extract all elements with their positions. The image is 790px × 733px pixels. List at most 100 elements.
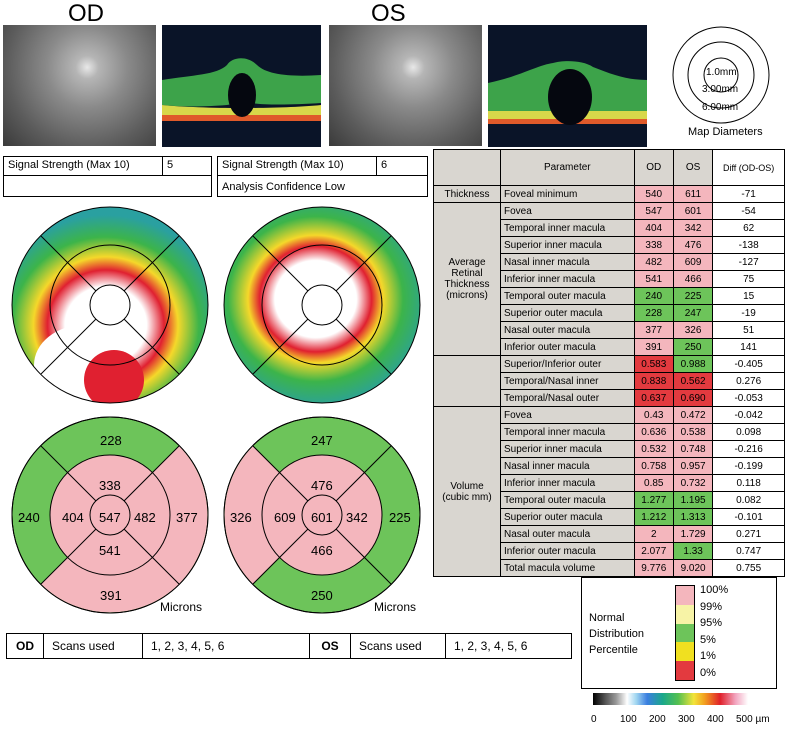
od-eye-label: OD [68,0,104,27]
od-outer-right: 377 [176,510,198,525]
od-inner-top: 338 [99,478,121,493]
row-parameter: Nasal inner macula [500,457,635,475]
row-od-value: 0.583 [633,355,674,373]
scans-od-list: 1, 2, 3, 4, 5, 6 [143,634,310,658]
row-diff-value: 0.118 [712,474,785,492]
row-os-value: 0.732 [672,474,714,492]
legend-line-2: Distribution [589,628,645,640]
row-od-value: 0.43 [633,406,674,424]
row-parameter: Inferior inner macula [500,474,635,492]
row-parameter: Temporal/Nasal inner [500,372,635,390]
row-diff-value: 75 [712,270,785,288]
row-os-value: 1.729 [672,525,714,543]
os-outer-right: 225 [389,510,411,525]
group-ratios [433,355,501,407]
ring-3mm-label: 3.00mm [702,84,739,95]
map-diameters-diagram [672,26,770,124]
legend-swatch [676,586,694,605]
od-signal-value: 5 [162,156,212,176]
os-microns-label: Microns [374,600,417,614]
table-header-3: Diff (OD-OS) [712,149,785,186]
row-od-value: 1.212 [633,508,674,526]
map-diameters-caption: Map Diameters [688,126,763,138]
row-od-value: 541 [633,270,674,288]
row-od-value: 1.277 [633,491,674,509]
row-parameter: Superior inner macula [500,440,635,458]
row-od-value: 2 [633,525,674,543]
row-os-value: 1.313 [672,508,714,526]
os-analysis-confidence: Analysis Confidence Low [217,175,428,197]
table-row: Superior inner macula 0.532 0.748 -0.216 [434,440,785,458]
row-parameter: Foveal minimum [500,185,635,203]
row-os-value: 250 [672,338,714,356]
table-row: Inferior inner macula 541 466 75 [434,270,785,288]
row-diff-value: -127 [712,253,785,271]
color-bar-tick: 500 µm [736,714,770,725]
row-diff-value: -54 [712,202,785,220]
row-os-value: 0.988 [672,355,714,373]
row-os-value: 9.020 [672,559,714,577]
row-od-value: 0.532 [633,440,674,458]
row-diff-value: -0.216 [712,440,785,458]
row-os-value: 0.748 [672,440,714,458]
row-diff-value: 0.276 [712,372,785,390]
row-parameter: Inferior inner macula [500,270,635,288]
od-outer-bottom: 391 [100,588,122,603]
row-os-value: 0.690 [672,389,714,407]
legend-percentile: 0% [700,666,716,679]
row-os-value: 326 [672,321,714,339]
od-signal-label: Signal Strength (Max 10) [3,156,163,176]
table-header-0: Parameter [500,149,635,186]
row-os-value: 0.562 [672,372,714,390]
od-signal-note [3,175,212,197]
legend-percentile: 5% [700,633,716,646]
table-row: Total macula volume 9.776 9.020 0.755 [434,559,785,577]
color-bar-tick: 400 [707,714,724,725]
od-oct-image [162,25,321,147]
row-parameter: Temporal inner macula [500,219,635,237]
row-os-value: 342 [672,219,714,237]
row-od-value: 9.776 [633,559,674,577]
row-od-value: 377 [633,321,674,339]
row-od-value: 240 [633,287,674,305]
row-od-value: 391 [633,338,674,356]
od-inner-right: 482 [134,510,156,525]
row-od-value: 0.758 [633,457,674,475]
os-oct-image [488,25,647,147]
legend-swatch [676,642,694,662]
os-inner-bottom: 466 [311,543,333,558]
row-od-value: 540 [633,185,674,203]
table-row: Nasal outer macula 2 1.729 0.271 [434,525,785,543]
od-outer-left: 240 [18,510,40,525]
table-header-2: OS [672,149,714,186]
row-diff-value: 62 [712,219,785,237]
row-parameter: Inferior outer macula [500,542,635,560]
table-row: Superior inner macula 338 476 -138 [434,236,785,254]
legend-percentiles: 100% 99% 95% 5% 1% 0% [700,582,728,681]
row-od-value: 0.636 [633,423,674,441]
row-diff-value: -0.199 [712,457,785,475]
color-bar-tick: 100 [620,714,637,725]
od-fundus-image [3,25,156,146]
row-od-value: 0.637 [633,389,674,407]
legend-line-1: Normal [589,612,625,624]
row-os-value: 466 [672,270,714,288]
row-os-value: 609 [672,253,714,271]
row-os-value: 247 [672,304,714,322]
row-os-value: 0.472 [672,406,714,424]
row-diff-value: -0.405 [712,355,785,373]
ring-6mm-label: 6.00mm [702,102,739,113]
scans-os-caption: Scans used [351,634,446,658]
row-parameter: Temporal inner macula [500,423,635,441]
table-row: Nasal outer macula 377 326 51 [434,321,785,339]
table-header-1: OD [633,149,674,186]
ring-1mm-label: 1.0mm [706,67,737,78]
od-inner-left: 404 [62,510,84,525]
row-os-value: 601 [672,202,714,220]
legend-percentile: 95% [700,617,723,629]
scans-os-label: OS [310,634,351,658]
scans-od-label: OD [7,634,44,658]
row-os-value: 0.957 [672,457,714,475]
os-inner-right: 342 [346,510,368,525]
row-od-value: 482 [633,253,674,271]
